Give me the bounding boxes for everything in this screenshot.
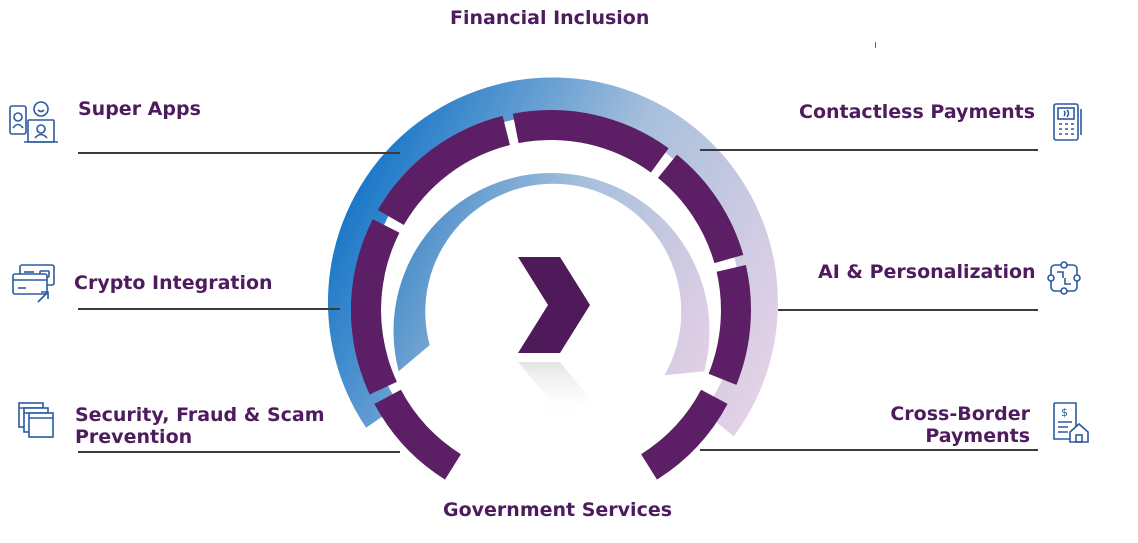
cross-border-invoice-icon: $ — [1053, 402, 1089, 443]
crypto-integration-label: Crypto Integration — [74, 272, 273, 294]
security-fraud-label: Security, Fraud & Scam Prevention — [75, 404, 325, 448]
ai-personalization-rule — [778, 309, 1038, 311]
financial-inclusion-label: Financial Inclusion — [450, 7, 650, 29]
crypto-integration-rule — [78, 308, 340, 310]
gauge-segment-6 — [641, 389, 728, 480]
inner-gradient-band — [393, 172, 710, 376]
gauge-segment-4 — [658, 154, 744, 264]
gauge-segment-7 — [374, 389, 461, 480]
gauge-segments — [350, 110, 752, 480]
ai-network-icon — [1047, 261, 1081, 295]
chevron-reflection — [518, 362, 590, 420]
svg-text:$: $ — [1061, 406, 1068, 419]
contactless-payments-rule — [700, 149, 1038, 151]
gauge-segment-5 — [708, 265, 752, 385]
ai-personalization-label: AI & Personalization — [818, 261, 1036, 283]
crypto-card-icon — [12, 264, 55, 303]
super-apps-icon — [9, 101, 58, 143]
stray-tick-mark — [875, 42, 876, 48]
super-apps-rule — [78, 152, 400, 154]
contactless-payments-label: Contactless Payments — [799, 101, 1036, 123]
chevron-arrow — [518, 257, 590, 353]
gauge-segment-2 — [377, 115, 510, 225]
security-windows-icon — [18, 402, 54, 438]
outer-gradient-arc — [327, 77, 778, 437]
contactless-terminal-icon — [1053, 103, 1082, 141]
super-apps-label: Super Apps — [78, 98, 201, 120]
cross-border-payments-label: Cross-Border Payments — [890, 403, 1030, 447]
government-services-label: Government Services — [443, 499, 673, 521]
gauge-segment-3 — [512, 110, 669, 173]
gauge-segment-8 — [351, 268, 397, 395]
security-fraud-rule — [78, 451, 400, 453]
cross-border-payments-rule — [700, 449, 1038, 451]
